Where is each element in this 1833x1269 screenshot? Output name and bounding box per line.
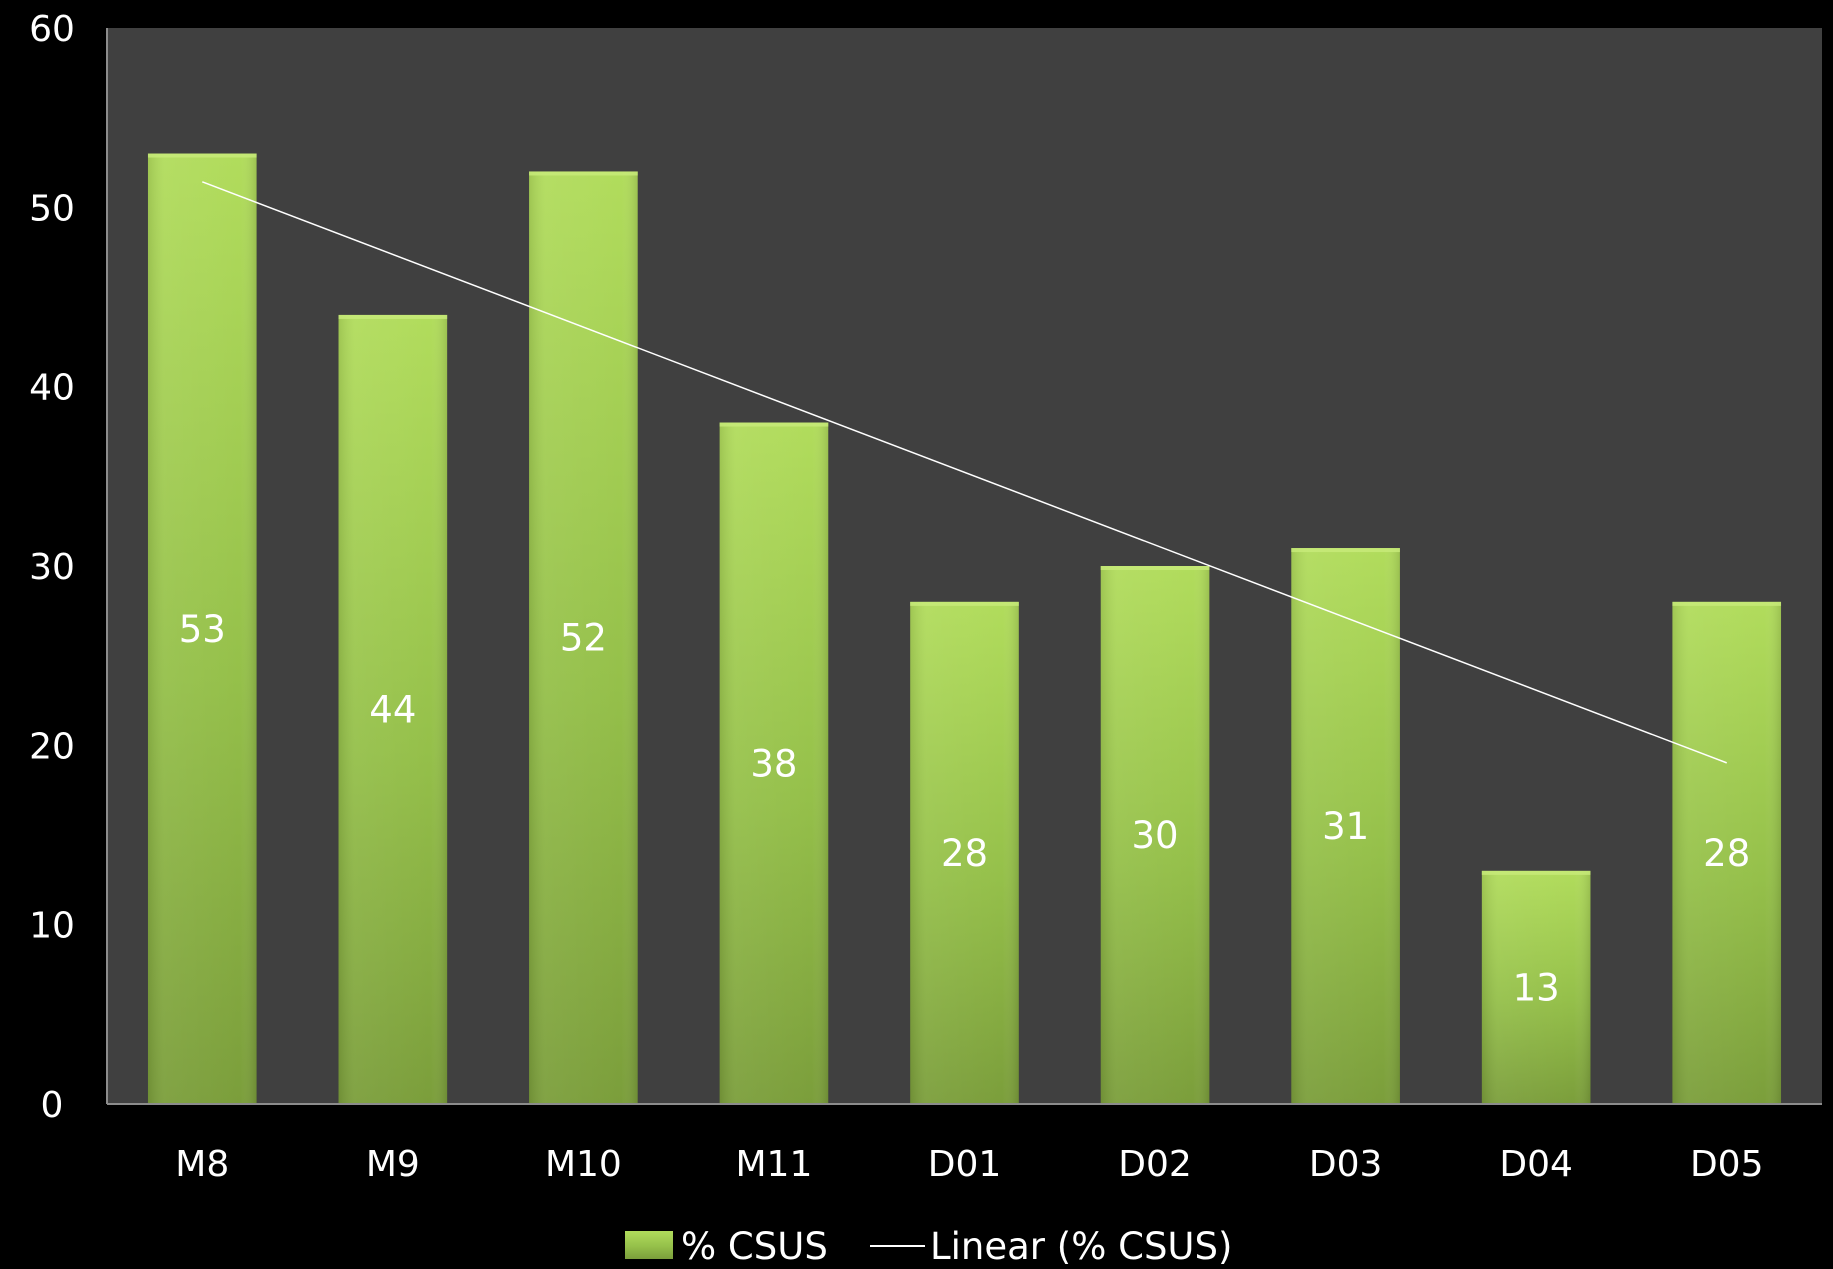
bar-sheen [719,422,829,1104]
data-label: 13 [1513,966,1560,1009]
bar [338,314,448,1104]
y-tick-label: 20 [29,726,75,767]
bar [147,153,257,1105]
data-label: 30 [1132,814,1179,857]
bar-sheen [338,314,448,1104]
bar-top-highlight [338,314,448,319]
data-label: 44 [369,688,416,731]
bar-sheen [910,601,1019,1104]
x-tick-label: D03 [1309,1144,1383,1185]
bar-top-highlight [529,171,638,176]
bar [719,422,829,1104]
bar-top-highlight [1291,548,1400,553]
legend-swatch-bars [625,1231,673,1259]
bar-sheen [147,153,257,1105]
bar-top-highlight [1100,566,1210,570]
x-tick-label: M9 [366,1144,420,1185]
bar-sheen [1481,870,1591,1104]
legend-label-bars: % CSUS [681,1225,828,1268]
y-tick-label: 60 [29,9,75,50]
y-tick-label: 30 [29,547,75,588]
bar-sheen [1672,601,1782,1104]
bar-top-highlight [1672,601,1782,606]
x-tick-label: D01 [928,1144,1002,1185]
data-labels: 53 44 52 38 28 30 31 13 28 [179,608,1751,1010]
data-label: 53 [179,608,226,651]
bar-top-highlight [910,601,1019,606]
y-tick-label: 50 [29,188,75,229]
bar [1100,566,1210,1104]
trendline-layer [202,181,1727,764]
data-label: 28 [941,832,988,875]
data-label: 31 [1322,805,1369,848]
data-label: 52 [560,617,607,660]
y-axis-tick-labels: 0 10 20 30 40 50 60 [29,9,75,1126]
bar [1481,870,1591,1104]
bar [1672,601,1782,1104]
bar [529,171,638,1104]
x-axis-tick-labels: M8 M9 M10 M11 D01 D02 D03 D04 D05 [175,1144,1763,1185]
bar-top-highlight [719,422,829,427]
legend: % CSUS Linear (% CSUS) [625,1225,1232,1268]
bar-top-highlight [147,153,257,158]
bar-sheen [1291,548,1400,1104]
x-tick-label: D02 [1118,1144,1192,1185]
bar [1291,548,1400,1104]
x-tick-label: M8 [175,1144,229,1185]
legend-label-trendline: Linear (% CSUS) [930,1225,1232,1268]
y-tick-label: 40 [29,368,75,409]
bar-top-highlight [1481,870,1591,875]
bar-sheen [1100,566,1210,1104]
y-tick-label: 10 [29,906,75,947]
x-tick-label: M11 [736,1144,813,1185]
data-label: 28 [1703,832,1750,875]
bar-series [147,153,1782,1105]
x-tick-label: D04 [1499,1144,1573,1185]
data-label: 38 [750,742,797,785]
trendline [202,181,1727,764]
y-tick-label: 0 [41,1085,64,1126]
x-tick-label: M10 [545,1144,622,1185]
x-tick-label: D05 [1690,1144,1764,1185]
bar [910,601,1019,1104]
